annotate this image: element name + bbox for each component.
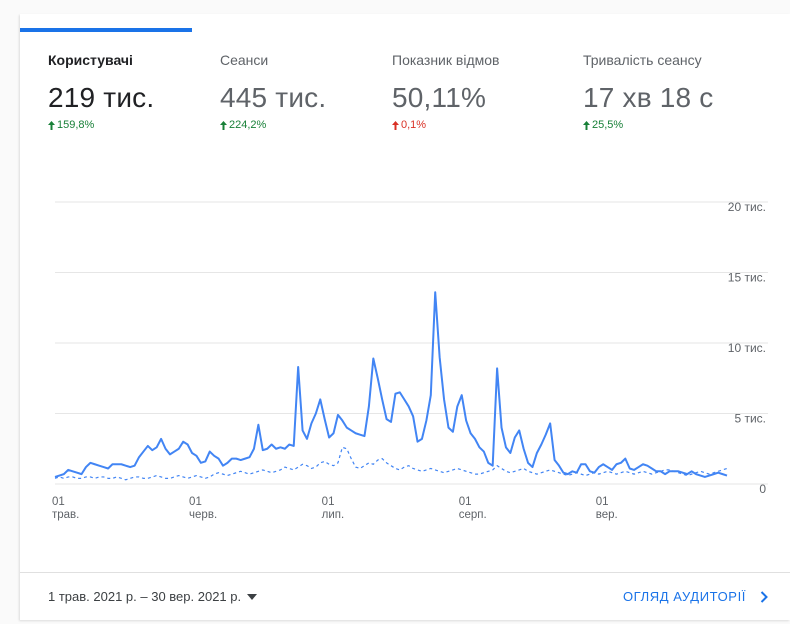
chevron-icon[interactable] <box>760 590 768 603</box>
y-tick-label: 0 <box>759 482 766 496</box>
date-range-picker[interactable]: 1 трав. 2021 р. – 30 вер. 2021 р. <box>48 589 258 604</box>
comparison-line <box>54 446 728 481</box>
change-arrow <box>220 120 227 130</box>
footer: 1 трав. 2021 р. – 30 вер. 2021 р. ОГЛЯД … <box>20 572 790 621</box>
metric-change: 224,2% <box>220 119 326 131</box>
dropdown-icon[interactable] <box>247 593 258 600</box>
selected-tab-indicator <box>20 28 192 32</box>
metric-change: 0,1% <box>392 119 499 131</box>
y-tick-label: 15 тис. <box>728 271 766 285</box>
metric-value: 445 тис. <box>220 82 327 113</box>
y-tick-label: 5 тис. <box>734 412 766 426</box>
metric-tab[interactable]: Сеанси 445 тис. 224,2% <box>220 52 326 131</box>
x-tick-label: 01 серп. <box>458 496 487 521</box>
series-line <box>54 291 728 478</box>
metric-value: 17 хв 18 с <box>583 82 714 113</box>
metric-label: Тривалість сеансу <box>583 52 702 68</box>
change-value: 224,2% <box>229 119 267 131</box>
audience-link[interactable]: ОГЛЯД АУДИТОРІЇ <box>623 589 768 604</box>
card: Користувачі 219 тис. 159,8% Сеанси 445 тис. 2… <box>20 14 790 620</box>
change-value: 25,5% <box>592 119 624 131</box>
metric-value: 50,11% <box>392 82 487 113</box>
y-tick-label: 20 тис. <box>728 200 766 214</box>
metric-change: 25,5% <box>583 119 714 131</box>
metric-label: Користувачі <box>48 52 133 68</box>
metric-tab[interactable]: Користувачі 219 тис. 159,8% <box>48 52 154 131</box>
metric-tab[interactable]: Тривалість сеансу 17 хв 18 с 25,5% <box>583 52 714 131</box>
metric-label: Сеанси <box>220 52 269 68</box>
x-tick-label: 01 трав. <box>52 496 80 521</box>
change-value: 0,1% <box>401 119 427 131</box>
change-arrow <box>392 120 399 130</box>
change-arrow <box>48 120 55 130</box>
x-tick-label: 01 черв. <box>189 496 218 521</box>
audience-link-text[interactable]: ОГЛЯД АУДИТОРІЇ <box>622 589 746 604</box>
y-tick-label: 10 тис. <box>728 341 766 355</box>
metric-label: Показник відмов <box>392 52 500 68</box>
x-tick-label: 01 лип. <box>321 496 345 521</box>
metric-value: 219 тис. <box>48 82 155 113</box>
change-value: 159,8% <box>57 119 95 131</box>
chart: 0 5 тис. 10 тис. 15 тис. 20 тис. <box>54 200 768 496</box>
metric-change: 159,8% <box>48 119 154 131</box>
metric-tab[interactable]: Показник відмов 50,11% 0,1% <box>392 52 499 131</box>
date-range[interactable]: 1 трав. 2021 р. – 30 вер. 2021 р. <box>48 589 242 604</box>
x-tick-label: 01 вер. <box>595 496 618 521</box>
change-arrow <box>583 120 590 130</box>
